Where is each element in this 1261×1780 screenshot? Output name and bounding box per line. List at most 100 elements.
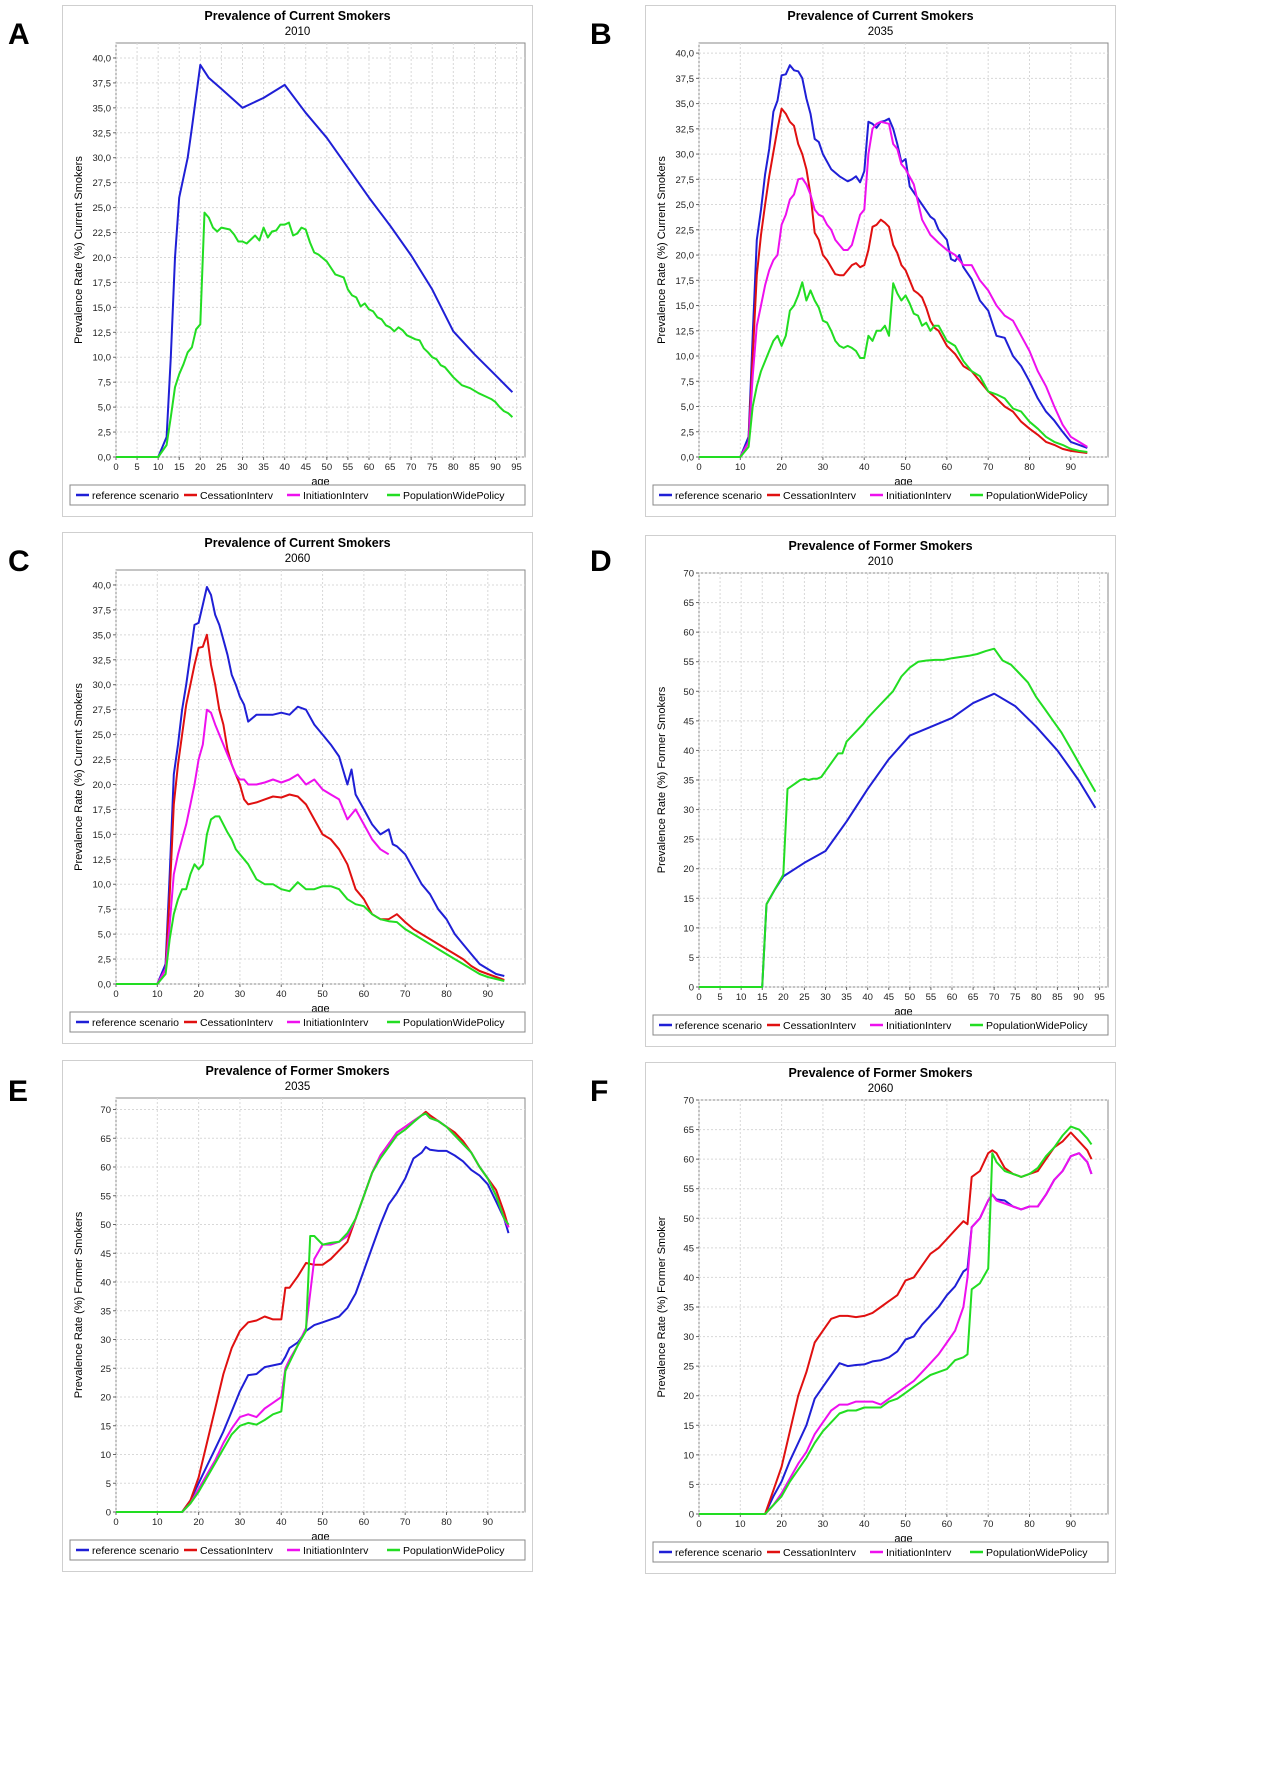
y-tick-label: 40 (683, 746, 694, 757)
plot-area (698, 42, 1109, 458)
x-tick-label: 85 (1052, 992, 1063, 1003)
x-tick-label: 40 (859, 1519, 870, 1530)
x-tick-label: 80 (1031, 992, 1042, 1003)
y-tick-label: 65 (683, 1125, 694, 1136)
y-tick-label: 35,0 (93, 630, 112, 641)
y-tick-label: 5 (106, 1479, 111, 1490)
y-tick-label: 5 (689, 953, 694, 964)
x-tick-label: 50 (900, 1519, 911, 1530)
y-tick-label: 15,0 (93, 830, 112, 841)
x-tick-label: 10 (735, 462, 746, 473)
x-tick-label: 90 (483, 1517, 494, 1528)
y-tick-label: 60 (683, 1155, 694, 1166)
y-tick-label: 20 (100, 1393, 111, 1404)
y-tick-label: 2,5 (98, 428, 111, 439)
x-tick-label: 15 (757, 992, 768, 1003)
x-tick-label: 0 (696, 1519, 701, 1530)
series-line-cessationinterv (116, 633, 505, 985)
chart-subtitle: 2010 (868, 556, 894, 568)
series-line-initiationinterv (116, 708, 390, 985)
y-tick-label: 5,0 (98, 930, 111, 941)
chart-subtitle: 2010 (285, 26, 311, 38)
y-tick-label: 17,5 (93, 278, 112, 289)
series-line-populationwidepolicy (116, 815, 505, 985)
y-tick-label: 35 (683, 776, 694, 787)
y-tick-label: 25,0 (676, 200, 695, 211)
legend-label-cessationinterv: CessationInterv (783, 490, 857, 502)
chart-subtitle: 2060 (868, 1083, 894, 1095)
y-tick-label: 32,5 (93, 655, 112, 666)
y-tick-label: 15,0 (676, 301, 695, 312)
legend-label-initiationinterv: InitiationInterv (886, 490, 952, 502)
y-axis-label: Prevalence Rate (%) Current Smokers (656, 156, 668, 344)
x-tick-label: 90 (1066, 462, 1077, 473)
x-tick-label: 30 (818, 462, 829, 473)
y-tick-label: 25,0 (93, 203, 112, 214)
legend-label-populationwidepolicy: PopulationWidePolicy (986, 1547, 1088, 1559)
y-tick-label: 55 (683, 1184, 694, 1195)
x-tick-label: 30 (235, 1517, 246, 1528)
x-tick-label: 20 (776, 1519, 787, 1530)
y-tick-label: 0 (106, 1508, 111, 1519)
series-line-reference-scenario (116, 586, 505, 985)
chart-title: Prevalence of Former Smokers (205, 1064, 389, 1078)
x-tick-label: 80 (448, 462, 459, 473)
y-tick-label: 65 (683, 598, 694, 609)
x-tick-label: 70 (400, 1517, 411, 1528)
x-tick-label: 40 (862, 992, 873, 1003)
y-tick-label: 30,0 (676, 150, 695, 161)
series-line-cessationinterv (699, 1131, 1093, 1515)
x-tick-label: 60 (947, 992, 958, 1003)
series-line-populationwidepolicy (699, 281, 1088, 458)
x-tick-label: 30 (237, 462, 248, 473)
legend-label-initiationinterv: InitiationInterv (303, 490, 369, 502)
series-line-populationwidepolicy (116, 211, 514, 458)
y-tick-label: 25 (683, 835, 694, 846)
x-tick-label: 10 (152, 989, 163, 1000)
y-tick-label: 10 (683, 1450, 694, 1461)
x-tick-label: 25 (216, 462, 227, 473)
y-tick-label: 20,0 (93, 780, 112, 791)
x-tick-label: 20 (195, 462, 206, 473)
y-tick-label: 35 (683, 1303, 694, 1314)
x-tick-label: 75 (1010, 992, 1021, 1003)
y-tick-label: 70 (683, 1096, 694, 1107)
x-tick-label: 5 (134, 462, 139, 473)
plot-area (115, 42, 526, 458)
y-tick-label: 30,0 (93, 680, 112, 691)
x-tick-label: 90 (490, 462, 501, 473)
y-axis-label: Prevalence Rate (%) Current Smokers (73, 683, 85, 871)
y-tick-label: 0,0 (681, 453, 694, 464)
legend-label-cessationinterv: CessationInterv (783, 1020, 857, 1032)
y-tick-label: 25 (100, 1364, 111, 1375)
y-tick-label: 5,0 (681, 402, 694, 413)
x-tick-label: 10 (736, 992, 747, 1003)
legend-label-initiationinterv: InitiationInterv (886, 1020, 952, 1032)
x-tick-label: 50 (322, 462, 333, 473)
chart-subtitle: 2060 (285, 553, 311, 565)
x-tick-label: 70 (983, 1519, 994, 1530)
y-tick-label: 37,5 (93, 78, 112, 89)
x-tick-label: 90 (1073, 992, 1084, 1003)
chart-subtitle: 2035 (868, 26, 894, 38)
legend-label-cessationinterv: CessationInterv (200, 1017, 274, 1029)
y-tick-label: 10,0 (676, 352, 695, 363)
y-tick-label: 35,0 (676, 99, 695, 110)
x-tick-label: 95 (511, 462, 522, 473)
panel-letter-a: A (8, 18, 30, 51)
y-axis-label: Prevalence Rate (%) Former Smoker (656, 1216, 668, 1397)
panel-letter-c: C (8, 545, 30, 578)
series-line-cessationinterv (699, 107, 1088, 458)
panel-letter-b: B (590, 18, 612, 51)
legend-label-cessationinterv: CessationInterv (783, 1547, 857, 1559)
x-tick-label: 55 (343, 462, 354, 473)
x-tick-label: 60 (942, 462, 953, 473)
y-tick-label: 27,5 (676, 175, 695, 186)
x-tick-label: 30 (818, 1519, 829, 1530)
series-line-cessationinterv (116, 1110, 510, 1513)
x-tick-label: 0 (696, 462, 701, 473)
y-tick-label: 10 (100, 1450, 111, 1461)
legend-label-reference-scenario: reference scenario (92, 1017, 179, 1029)
x-tick-label: 10 (152, 1517, 163, 1528)
